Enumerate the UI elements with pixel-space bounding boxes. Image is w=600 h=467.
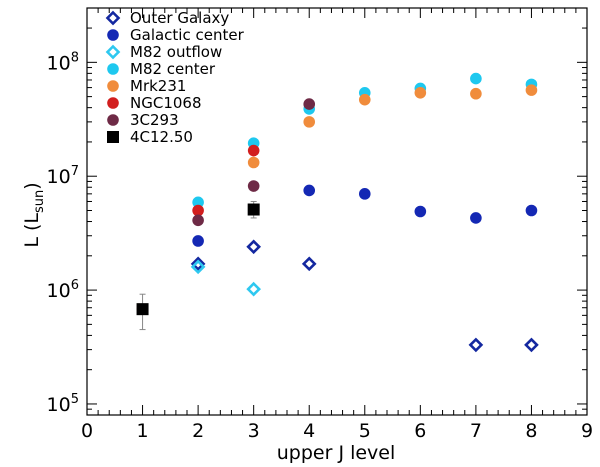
y-tick-label: 106 <box>47 278 79 302</box>
data-point-4c12-50 <box>247 203 260 216</box>
x-tick-label: 3 <box>248 420 260 442</box>
data-point-galactic-center <box>470 212 482 224</box>
legend-label-outer-galaxy: Outer Galaxy <box>130 9 229 27</box>
data-point-galactic-center <box>192 235 204 247</box>
legend-label-m82-outflow: M82 outflow <box>130 43 222 61</box>
data-point-m82-center <box>192 196 204 209</box>
plot-area <box>86 7 588 416</box>
data-point-mrk231 <box>470 87 482 100</box>
x-tick-label: 5 <box>359 420 371 442</box>
data-point-ngc1068 <box>192 204 204 217</box>
data-point-3c293 <box>303 98 316 110</box>
tick-labels: 0 1 2 3 4 5 6 7 8 9 105 106 107 108 <box>47 50 594 442</box>
data-point-galactic-center <box>525 204 538 217</box>
legend-label-m82-center: M82 center <box>130 60 216 78</box>
data-point-outer-galaxy <box>190 256 206 272</box>
legend-marker-m82-center <box>107 63 119 75</box>
legend-label-ngc1068: NGC1068 <box>130 94 202 112</box>
legend-marker-outer-galaxy <box>105 10 121 26</box>
legend-label-mrk231: Mrk231 <box>130 77 186 95</box>
data-point-m82-outflow <box>190 259 206 275</box>
data-point-4c12-50 <box>136 303 149 316</box>
data-point-ngc1068 <box>247 144 260 157</box>
data-point-mrk231 <box>525 84 538 96</box>
y-axis-label: L (Lsun) <box>21 182 47 247</box>
legend-marker-4c12-50 <box>107 131 119 143</box>
x-tick-label: 1 <box>137 420 149 442</box>
data-point-galactic-center <box>414 205 427 218</box>
legend-label-3c293: 3C293 <box>130 111 179 129</box>
data-point-outer-galaxy <box>246 239 262 255</box>
x-tick-label: 9 <box>581 420 593 442</box>
legend-marker-galactic-center <box>107 29 119 41</box>
y-tick-label: 108 <box>47 50 79 74</box>
data-point-3c293 <box>192 214 204 227</box>
legend-marker-ngc1068 <box>107 97 119 109</box>
data-points <box>136 72 539 353</box>
x-tick-label: 0 <box>81 420 93 442</box>
legend-marker-m82-outflow <box>105 44 121 60</box>
data-point-outer-galaxy <box>524 337 539 353</box>
x-tick-label: 7 <box>470 420 482 442</box>
data-point-m82-center <box>470 72 482 85</box>
legend-marker-3c293 <box>107 114 119 126</box>
data-point-galactic-center <box>303 184 316 197</box>
data-point-3c293 <box>247 180 260 192</box>
x-tick-label: 2 <box>192 420 204 442</box>
legend-marker-mrk231 <box>107 80 119 92</box>
x-axis-label: upper J level <box>277 442 396 464</box>
data-point-outer-galaxy <box>468 337 484 353</box>
data-point-m82-outflow <box>246 281 262 297</box>
data-point-outer-galaxy <box>301 256 317 272</box>
y-tick-label: 107 <box>47 164 79 188</box>
y-tick-label: 105 <box>47 392 79 416</box>
x-tick-label: 4 <box>303 420 315 442</box>
legend-label-4c12-50: 4C12.50 <box>130 128 193 146</box>
data-point-mrk231 <box>247 156 260 169</box>
data-point-mrk231 <box>358 93 371 106</box>
data-point-mrk231 <box>303 116 316 128</box>
legend-label-galactic-center: Galactic center <box>130 26 245 44</box>
plot-frame <box>86 7 588 416</box>
x-tick-label: 8 <box>525 420 537 442</box>
x-tick-label: 6 <box>414 420 426 442</box>
data-point-mrk231 <box>414 87 427 99</box>
data-point-galactic-center <box>358 188 371 200</box>
axis-ticks <box>86 7 588 416</box>
